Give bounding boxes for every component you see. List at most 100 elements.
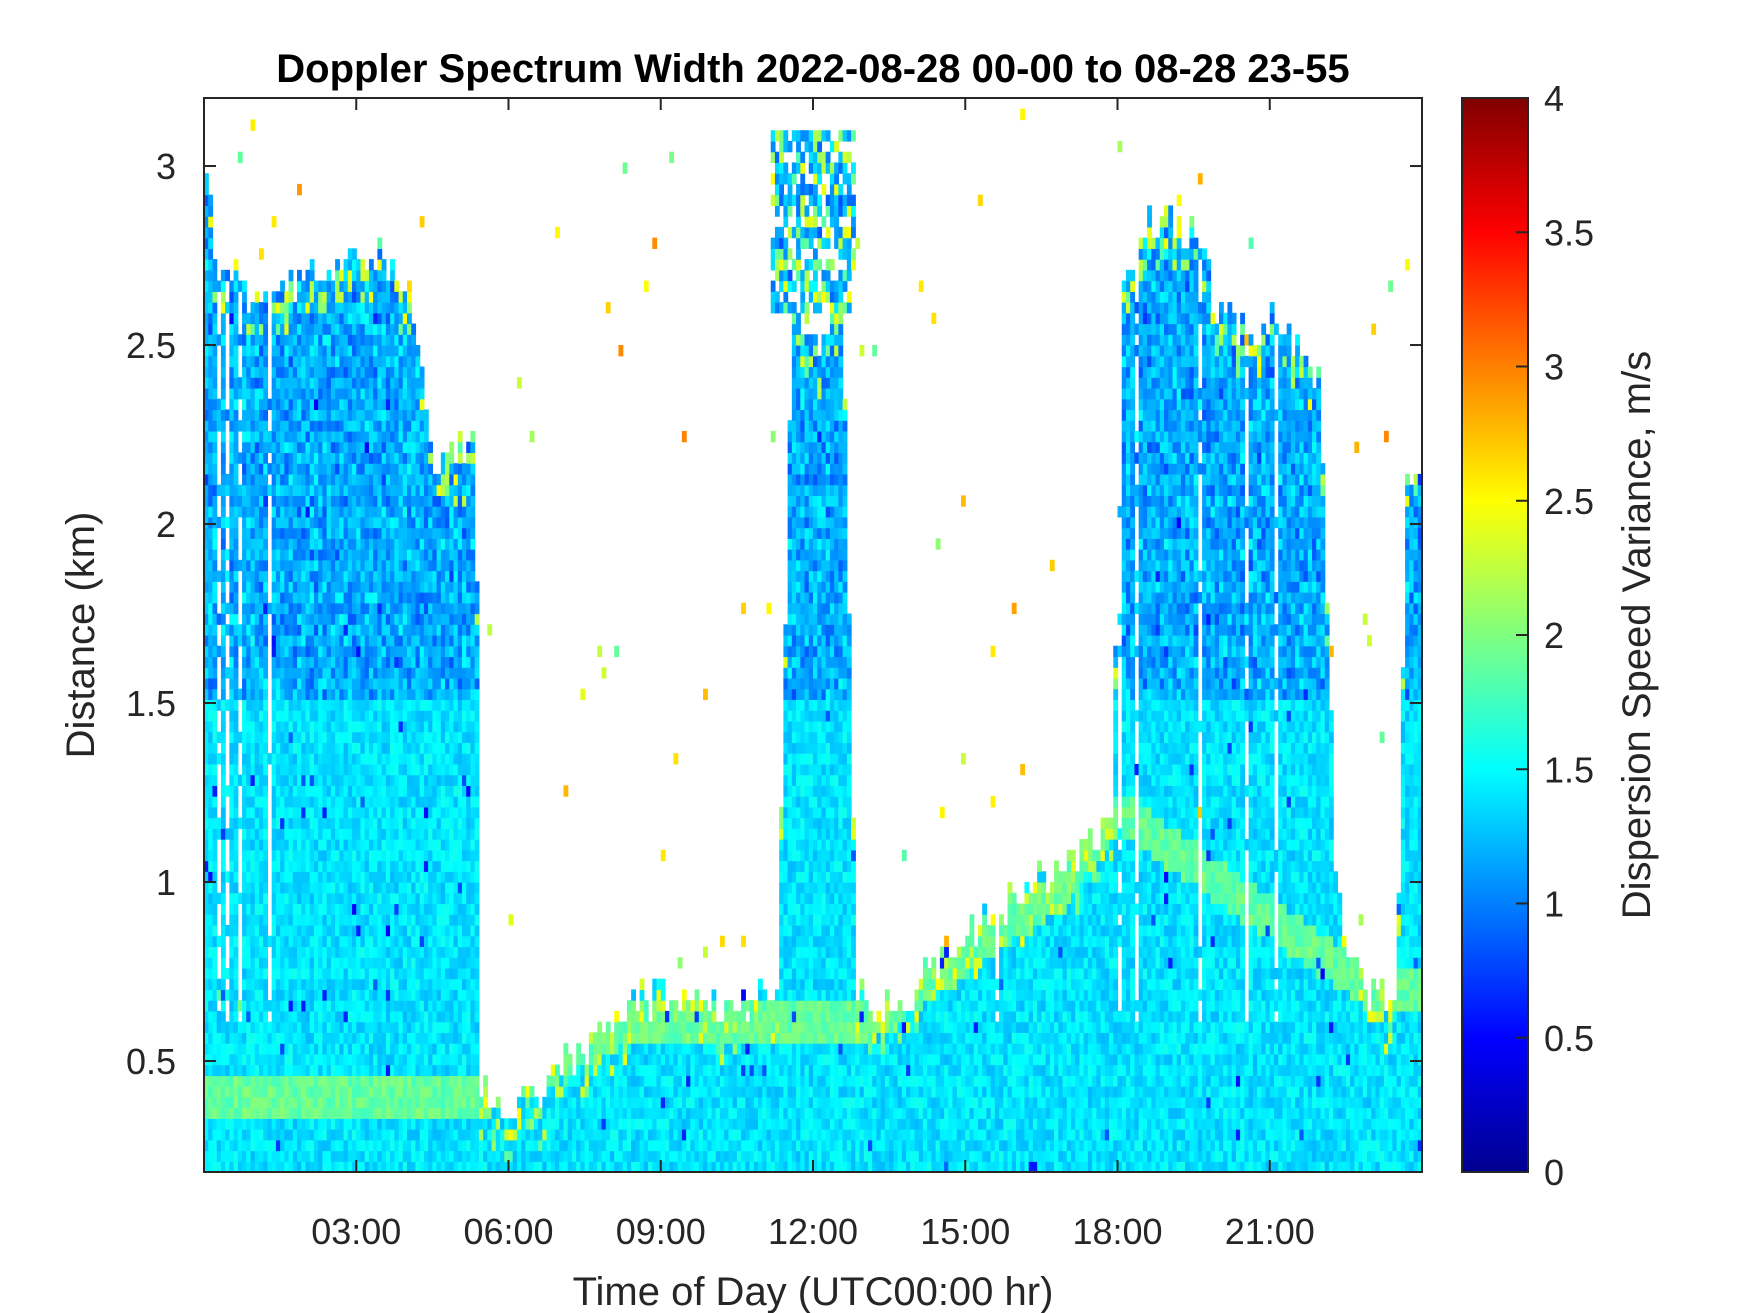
heatmap-cell [297,763,302,776]
heatmap-cell [398,978,404,991]
heatmap-cell [398,420,404,432]
heatmap-cell [254,1032,260,1044]
heatmap-cell [373,430,378,443]
heatmap-cell [343,259,349,271]
heatmap-cell [220,613,226,625]
heatmap-cell [326,291,332,303]
heatmap-cell [398,516,404,529]
heatmap-cell [457,581,463,593]
heatmap-cell [368,677,374,690]
heatmap-cell [322,871,328,883]
heatmap-cell [360,527,366,539]
heatmap-cell [212,978,218,991]
heatmap-cell [453,946,459,958]
heatmap-cell [275,860,281,872]
heatmap-cell [258,785,264,797]
heatmap-cell [216,1010,222,1023]
heatmap-cell [470,720,476,733]
heatmap-cell [233,924,239,937]
heatmap-cell [423,967,429,980]
heatmap-cell [445,1096,450,1109]
heatmap-cell [267,484,273,496]
heatmap-cell [373,1139,378,1152]
heatmap-cell [411,914,417,926]
heatmap-cell [411,935,417,948]
heatmap-cell [297,1053,302,1066]
heatmap-cell [313,549,319,561]
heatmap-cell [301,312,307,325]
heatmap-cell [208,967,214,980]
heatmap-cell [204,1139,209,1152]
heatmap-cell [301,763,307,776]
heatmap-cell [284,387,290,400]
heatmap-cell [368,946,374,958]
heatmap-cell [390,677,395,690]
heatmap-cell [423,656,429,668]
heatmap-cell [254,806,260,819]
heatmap-cell [271,1107,277,1119]
heatmap-cell [343,463,349,475]
heatmap-cell [204,667,209,679]
heatmap-cell [402,1032,408,1044]
heatmap-cell [428,1000,433,1012]
heatmap-cell [390,1150,395,1162]
heatmap-cell [330,903,336,915]
heatmap-cell [309,259,315,271]
heatmap-cell [407,677,412,690]
heatmap-cell [347,312,353,325]
heatmap-cell [220,1021,226,1033]
heatmap-cell [457,635,463,647]
heatmap-cell [368,280,374,292]
heatmap-cell [364,1053,370,1066]
heatmap-cell [432,1064,438,1076]
heatmap-cell [271,656,277,668]
heatmap-cell [297,473,302,486]
heatmap-cell [280,635,285,647]
heatmap-cell [381,280,387,292]
heatmap-cell [208,420,214,432]
heatmap-cell [326,989,332,1001]
heatmap-cell [275,871,281,883]
heatmap-cell [411,871,417,883]
heatmap-cell [453,839,459,851]
heatmap-cell [250,989,256,1001]
heatmap-cell [368,1107,374,1119]
heatmap-cell [445,1043,450,1055]
heatmap-cell [461,592,467,604]
heatmap-cell [229,323,235,335]
heatmap-cell [407,516,412,529]
heatmap-cell [305,1053,311,1066]
heatmap-cell [271,441,277,454]
heatmap-cell [381,516,387,529]
heatmap-cell [309,506,315,518]
heatmap-cell [343,506,349,518]
heatmap-cell [292,1086,298,1098]
heatmap-cell [419,720,425,733]
heatmap-cell [204,903,209,915]
heatmap-cell [390,538,395,550]
heatmap-cell [449,989,455,1001]
heatmap-cell [339,635,345,647]
heatmap-cell [263,559,269,572]
heatmap-cell [373,957,378,969]
heatmap-cell [288,345,294,357]
heatmap-cell [436,1161,442,1172]
heatmap-cell [246,602,252,615]
heatmap-cell [292,763,298,776]
heatmap-cell [352,269,357,282]
heatmap-cell [305,366,311,378]
heatmap-cell [292,699,298,711]
heatmap-cell [242,452,247,464]
heatmap-cell [470,581,476,593]
heatmap-cell [352,903,357,915]
heatmap-cell [313,602,319,615]
heatmap-cell [411,882,417,894]
heatmap-cell [301,387,307,400]
heatmap-cell [288,291,294,303]
heatmap-cell [313,710,319,722]
heatmap-cell [267,398,273,411]
heatmap-cell [411,1107,417,1119]
heatmap-cell [242,957,247,969]
heatmap-cell [432,839,438,851]
heatmap-cell [288,409,294,421]
